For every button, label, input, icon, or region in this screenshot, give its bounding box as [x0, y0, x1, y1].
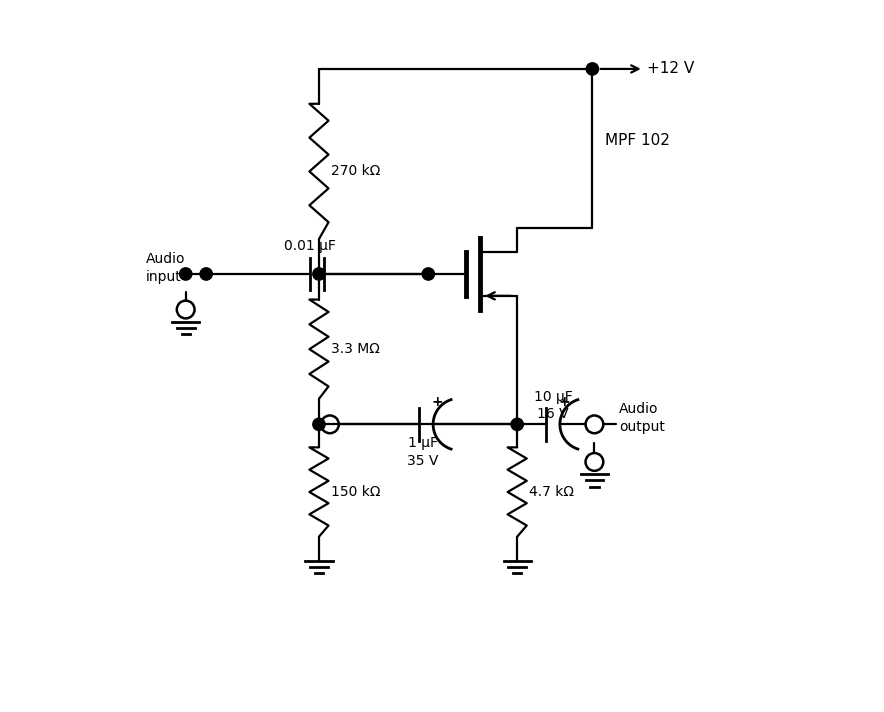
Circle shape	[313, 268, 325, 280]
Text: 150 kΩ: 150 kΩ	[331, 485, 380, 499]
Circle shape	[313, 418, 325, 431]
Circle shape	[423, 268, 434, 280]
Text: +12 V: +12 V	[647, 61, 694, 76]
Text: input: input	[146, 271, 182, 284]
Text: 10 μF: 10 μF	[534, 390, 573, 404]
Text: output: output	[619, 420, 665, 434]
Text: 3.3 MΩ: 3.3 MΩ	[331, 342, 379, 356]
Text: Audio: Audio	[619, 402, 659, 416]
Circle shape	[200, 268, 212, 280]
Text: MPF 102: MPF 102	[605, 133, 669, 148]
Text: 16 V: 16 V	[537, 407, 569, 421]
Text: +: +	[559, 395, 570, 409]
Text: 4.7 kΩ: 4.7 kΩ	[529, 485, 574, 499]
Text: 35 V: 35 V	[408, 454, 438, 468]
Circle shape	[511, 418, 523, 431]
Text: 270 kΩ: 270 kΩ	[331, 164, 380, 179]
Text: 1 μF: 1 μF	[408, 436, 438, 450]
Circle shape	[179, 268, 192, 280]
Text: 0.01 μF: 0.01 μF	[285, 239, 336, 253]
Circle shape	[586, 63, 598, 75]
Text: Audio: Audio	[146, 252, 186, 266]
Text: +: +	[431, 395, 444, 409]
